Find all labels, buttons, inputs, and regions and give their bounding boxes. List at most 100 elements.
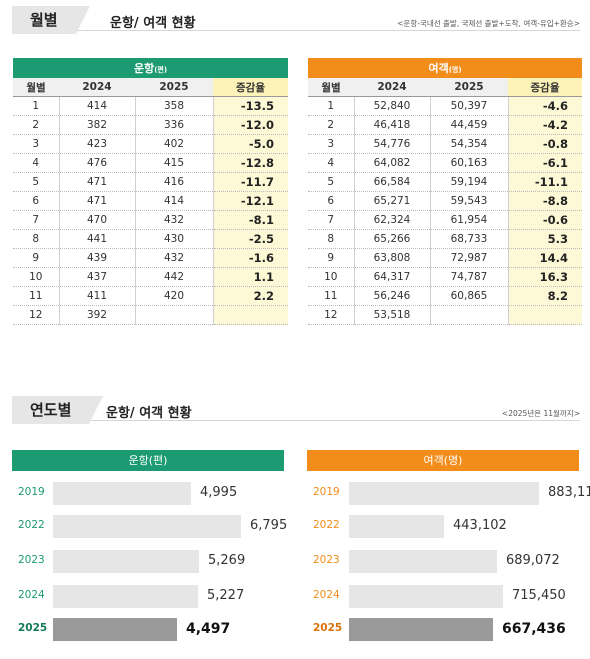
table-row: 6 471 414 -12.1: [13, 191, 288, 211]
month-cell: 4: [308, 153, 354, 173]
value-2025-cell: 59,543: [429, 191, 508, 211]
change-rate-cell: -4.2: [507, 115, 582, 135]
month-cell: 1: [308, 96, 354, 116]
value-2024-cell: 66,584: [353, 172, 430, 192]
change-rate-cell: -12.1: [212, 191, 288, 211]
change-rate-cell: -11.7: [212, 172, 288, 192]
value-2025-cell: 442: [134, 267, 213, 287]
value-2024-cell: 63,808: [353, 248, 430, 268]
year-label: 2019: [18, 486, 45, 498]
table-row: 10 437 442 1.1: [13, 267, 288, 287]
bar: [349, 550, 497, 573]
change-rate-cell: -11.1: [507, 172, 582, 192]
value-2025-cell: 44,459: [429, 115, 508, 135]
table-row: 5 471 416 -11.7: [13, 172, 288, 192]
value-2024-cell: 65,271: [353, 191, 430, 211]
monthly-tab: 월별: [12, 6, 90, 34]
value-2024-cell: 62,324: [353, 210, 430, 230]
bar-value-label: 689,072: [506, 553, 560, 568]
value-2024-cell: 382: [58, 115, 135, 135]
month-cell: 12: [308, 305, 354, 325]
value-2025-cell: 72,987: [429, 248, 508, 268]
month-cell: 9: [308, 248, 354, 268]
change-rate-cell: -4.6: [507, 96, 582, 116]
value-2024-cell: 437: [58, 267, 135, 287]
table-row: 11 411 420 2.2: [13, 286, 288, 306]
value-2025-cell: 420: [134, 286, 213, 306]
year-label: 2023: [313, 554, 340, 566]
value-2025-cell: [134, 305, 213, 325]
value-2024-cell: 54,776: [353, 134, 430, 154]
bar: [53, 482, 191, 505]
table-row: 12 53,518: [308, 305, 582, 325]
month-cell: 10: [13, 267, 59, 287]
change-rate-cell: 8.2: [507, 286, 582, 306]
change-rate-cell: -2.5: [212, 229, 288, 249]
yearly-note: <2025년은 11월까지>: [501, 409, 580, 418]
table-row: 2 46,418 44,459 -4.2: [308, 115, 582, 135]
table-row: 7 62,324 61,954 -0.6: [308, 210, 582, 230]
month-cell: 2: [13, 115, 59, 135]
year-label: 2023: [18, 554, 45, 566]
table-row: 1 52,840 50,397 -4.6: [308, 96, 582, 116]
month-cell: 10: [308, 267, 354, 287]
change-rate-cell: -6.1: [507, 153, 582, 173]
value-2024-cell: 65,266: [353, 229, 430, 249]
bar-value-label: 4,497: [186, 621, 231, 637]
value-2025-cell: 415: [134, 153, 213, 173]
month-cell: 1: [13, 96, 59, 116]
table-row: 1 414 358 -13.5: [13, 96, 288, 116]
value-2025-cell: 60,163: [429, 153, 508, 173]
table-row: 3 54,776 54,354 -0.8: [308, 134, 582, 154]
value-2024-cell: 53,518: [353, 305, 430, 325]
table-row: 8 65,266 68,733 5.3: [308, 229, 582, 249]
value-2024-cell: 470: [58, 210, 135, 230]
bar: [349, 482, 539, 505]
value-2025-cell: 74,787: [429, 267, 508, 287]
bar-value-label: 5,227: [207, 588, 245, 603]
value-2024-cell: 64,317: [353, 267, 430, 287]
bar-value-label: 715,450: [512, 588, 566, 603]
table-row: 4 476 415 -12.8: [13, 153, 288, 173]
year-label: 2022: [313, 519, 340, 531]
table-row: 12 392: [13, 305, 288, 325]
change-rate-cell: -8.8: [507, 191, 582, 211]
value-2025-cell: 61,954: [429, 210, 508, 230]
month-cell: 7: [13, 210, 59, 230]
value-2024-cell: 392: [58, 305, 135, 325]
value-2025-cell: 50,397: [429, 96, 508, 116]
value-2025-cell: [429, 305, 508, 325]
month-cell: 9: [13, 248, 59, 268]
table-row: 5 66,584 59,194 -11.1: [308, 172, 582, 192]
table-row: 4 64,082 60,163 -6.1: [308, 153, 582, 173]
value-2025-cell: 416: [134, 172, 213, 192]
bar-value-label: 4,995: [200, 485, 238, 500]
table-row: 9 63,808 72,987 14.4: [308, 248, 582, 268]
month-cell: 12: [13, 305, 59, 325]
yearly-section-header: 연도별 운항/ 여객 현황 <2025년은 11월까지>: [12, 396, 580, 424]
bar-value-label: 5,269: [208, 553, 246, 568]
value-2024-cell: 56,246: [353, 286, 430, 306]
change-rate-cell: 16.3: [507, 267, 582, 287]
year-label: 2019: [313, 486, 340, 498]
year-label: 2022: [18, 519, 45, 531]
change-rate-cell: -0.8: [507, 134, 582, 154]
month-cell: 11: [308, 286, 354, 306]
change-rate-cell: -0.6: [507, 210, 582, 230]
change-rate-cell: 1.1: [212, 267, 288, 287]
passengers-table: 여객(명) 월별 2024 2025 증감율 1 52,840 50,397 -4.6…: [308, 58, 582, 325]
month-cell: 7: [308, 210, 354, 230]
change-rate-cell: -1.6: [212, 248, 288, 268]
month-cell: 6: [13, 191, 59, 211]
value-2025-cell: 54,354: [429, 134, 508, 154]
value-2024-cell: 441: [58, 229, 135, 249]
value-2024-cell: 414: [58, 96, 135, 116]
passengers-table-header: 월별 2024 2025 증감율: [308, 78, 582, 97]
table-row: 11 56,246 60,865 8.2: [308, 286, 582, 306]
bar-value-label: 443,102: [453, 518, 507, 533]
change-rate-cell: -5.0: [212, 134, 288, 154]
month-cell: 8: [308, 229, 354, 249]
bar: [53, 618, 177, 641]
table-row: 8 441 430 -2.5: [13, 229, 288, 249]
month-cell: 11: [13, 286, 59, 306]
